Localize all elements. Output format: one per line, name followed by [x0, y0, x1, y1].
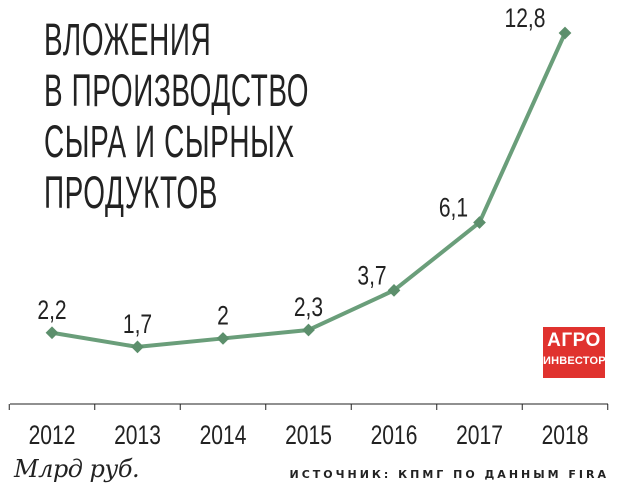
x-tick-label: 2012	[29, 421, 76, 451]
data-label: 6,1	[439, 193, 468, 223]
agroinvestor-logo: АГРО ИНВЕСТОР	[543, 327, 606, 378]
title-line: ПРОДУКТОВ	[44, 167, 219, 218]
data-point	[387, 283, 401, 297]
logo-line-1: АГРО	[547, 330, 601, 351]
data-point	[216, 332, 230, 345]
title-line: ВЛОЖЕНИЯ	[44, 14, 212, 65]
data-label: 12,8	[505, 4, 546, 34]
data-label: 2,2	[37, 295, 66, 325]
x-tick-label: 2017	[456, 421, 503, 451]
unit-label: Млрд руб.	[14, 455, 140, 483]
x-tick-label: 2016	[371, 421, 418, 451]
data-point	[45, 326, 59, 340]
x-tick-label: 2015	[285, 421, 332, 451]
title-line: В ПРОИЗВОДСТВО	[44, 65, 310, 116]
data-label: 2	[217, 301, 229, 331]
logo-line-2: ИНВЕСТОР	[543, 355, 606, 367]
data-label: 3,7	[357, 261, 386, 291]
x-tick-label: 2013	[114, 421, 161, 451]
data-point	[558, 26, 572, 40]
data-label: 2,3	[294, 293, 323, 323]
data-point	[302, 323, 315, 337]
x-tick-label: 2014	[200, 421, 247, 451]
data-point	[473, 216, 486, 229]
data-label: 1,7	[123, 310, 152, 340]
data-point	[131, 340, 144, 354]
source-note: ИСТОЧНИК: КПМГ ПО ДАННЫМ FIRA	[289, 468, 609, 481]
title-line: СЫРА И СЫРНЫХ	[44, 116, 295, 167]
x-tick-label: 2018	[542, 421, 589, 451]
chart-title: ВЛОЖЕНИЯ В ПРОИЗВОДСТВО СЫРА И СЫРНЫХ ПР…	[44, 14, 309, 218]
